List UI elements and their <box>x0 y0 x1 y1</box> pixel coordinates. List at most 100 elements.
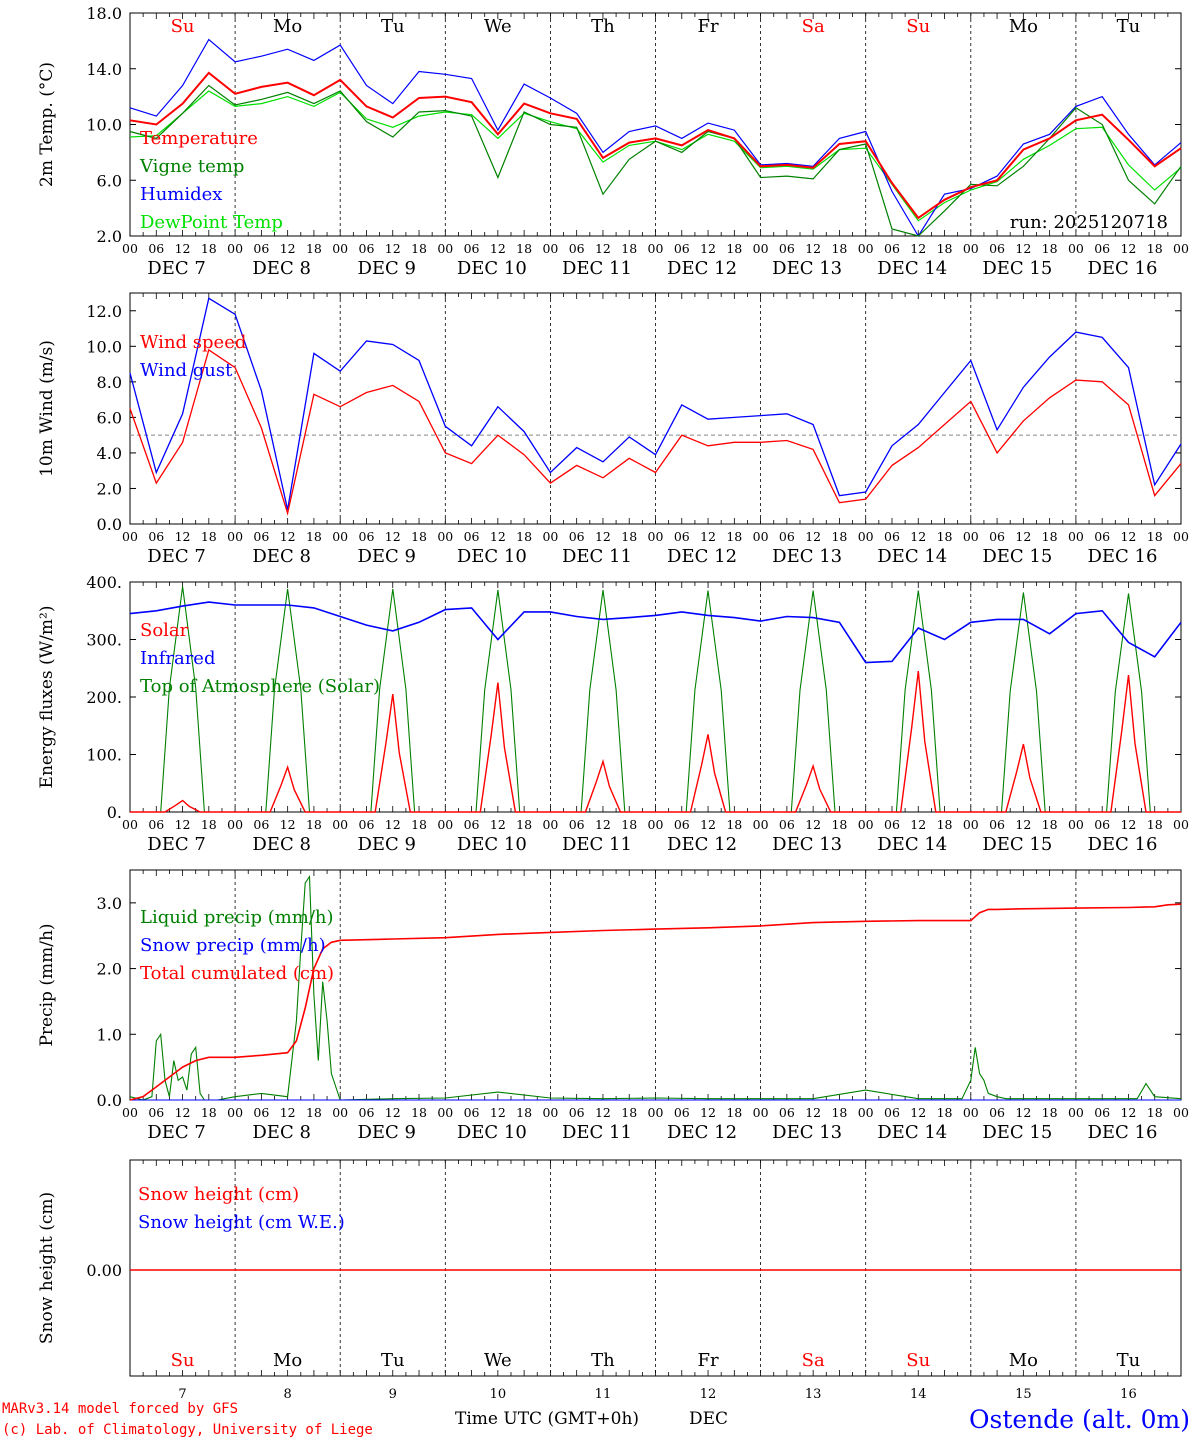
hour-tick-label: 00 <box>542 529 558 544</box>
hour-tick-label: 12 <box>595 817 611 832</box>
run-label: run: 2025120718 <box>1010 212 1168 233</box>
hour-tick-label: 06 <box>464 529 480 544</box>
day-date-label: DEC 14 <box>877 258 947 279</box>
hour-tick-label: 18 <box>1147 241 1163 256</box>
series-line-temperature <box>129 71 1182 220</box>
hour-tick-label: 18 <box>201 529 217 544</box>
hour-tick-label: 06 <box>359 529 375 544</box>
legend-temperature: Temperature <box>140 128 258 149</box>
hour-tick-label: 12 <box>1015 817 1031 832</box>
hour-tick-label: 18 <box>306 241 322 256</box>
y-tick-label: 3.0 <box>97 894 122 913</box>
hour-tick-label: 12 <box>385 241 401 256</box>
legend-infrared: Infrared <box>140 648 215 669</box>
hour-tick-label: 18 <box>411 817 427 832</box>
hour-tick-label: 12 <box>595 241 611 256</box>
legend-wind-speed: Wind speed <box>140 332 246 353</box>
weekday-label: Su <box>906 16 930 37</box>
hour-tick-label: 12 <box>490 1105 506 1120</box>
y-tick-label: 4.0 <box>97 444 122 463</box>
hour-tick-label: 18 <box>306 817 322 832</box>
day-date-label: DEC 13 <box>772 1122 842 1143</box>
hour-tick-label: 06 <box>674 241 690 256</box>
hour-tick-label: 12 <box>175 241 191 256</box>
hour-tick-label: 00 <box>1068 529 1084 544</box>
day-number-label: 14 <box>910 1387 927 1402</box>
series-line-humidex <box>129 38 1182 238</box>
y-tick-label: 10.0 <box>86 116 122 135</box>
day-date-label: DEC 14 <box>877 546 947 567</box>
day-date-label: DEC 8 <box>252 546 311 567</box>
y-tick-label: 0.00 <box>86 1261 122 1280</box>
hour-tick-label: 06 <box>569 1105 585 1120</box>
hour-tick-label: 00 <box>1173 817 1189 832</box>
hour-tick-label: 06 <box>148 529 164 544</box>
weekday-label: Sa <box>802 1350 825 1371</box>
hour-tick-label: 18 <box>621 529 637 544</box>
hour-tick-label: 12 <box>910 241 926 256</box>
hour-tick-label: 06 <box>569 241 585 256</box>
y-tick-label: 18.0 <box>86 4 122 23</box>
legend-solar: Solar <box>140 620 189 641</box>
hour-tick-label: 18 <box>1147 529 1163 544</box>
day-date-label: DEC 11 <box>562 1122 632 1143</box>
weekday-label: We <box>484 1350 512 1371</box>
hour-tick-label: 00 <box>122 817 138 832</box>
hour-tick-label: 12 <box>805 241 821 256</box>
hour-tick-label: 00 <box>858 817 874 832</box>
hour-tick-label: 12 <box>280 1105 296 1120</box>
series-line-liquid-precip <box>129 874 1182 1101</box>
hour-tick-label: 00 <box>437 241 453 256</box>
day-date-label: DEC 15 <box>982 1122 1052 1143</box>
hour-tick-label: 12 <box>490 529 506 544</box>
day-date-label: DEC 12 <box>667 834 737 855</box>
day-date-label: DEC 7 <box>147 834 206 855</box>
day-date-label: DEC 15 <box>982 834 1052 855</box>
hour-tick-label: 00 <box>1173 529 1189 544</box>
copyright-credit: (c) Lab. of Climatology, University of L… <box>2 1422 373 1438</box>
weekday-label: Tu <box>1117 1350 1141 1371</box>
day-date-label: DEC 7 <box>147 258 206 279</box>
hour-tick-label: 00 <box>1068 241 1084 256</box>
hour-tick-label: 00 <box>648 529 664 544</box>
legend-top-of-atmosphere-solar-: Top of Atmosphere (Solar) <box>140 676 380 697</box>
weekday-label: Tu <box>1117 16 1141 37</box>
day-date-label: DEC 9 <box>357 546 416 567</box>
day-date-label: DEC 11 <box>562 834 632 855</box>
hour-tick-label: 00 <box>542 241 558 256</box>
legend-snow-height-cm-: Snow height (cm) <box>138 1184 299 1205</box>
hour-tick-label: 18 <box>726 529 742 544</box>
hour-tick-label: 06 <box>884 817 900 832</box>
hour-tick-label: 06 <box>989 817 1005 832</box>
legend-vigne-temp: Vigne temp <box>139 156 244 177</box>
hour-tick-label: 06 <box>989 241 1005 256</box>
day-date-label: DEC 11 <box>562 546 632 567</box>
panel-energy: 0. 100. 200. 300. 400. Energy fluxes (W/m²) 00… <box>37 573 1189 855</box>
series-line-solar <box>130 671 1181 813</box>
y-tick-label: 0. <box>107 803 122 822</box>
weekday-label: Fr <box>698 1350 719 1371</box>
hour-tick-label: 12 <box>280 817 296 832</box>
hour-tick-label: 12 <box>910 1105 926 1120</box>
panel-precip: 0.0 1.0 2.0 3.0 Precip (mm/h) 00 06 12 18 00 06 12 1… <box>37 869 1189 1143</box>
hour-tick-label: 06 <box>779 817 795 832</box>
hour-tick-label: 00 <box>437 817 453 832</box>
hour-tick-label: 06 <box>569 529 585 544</box>
hour-tick-label: 18 <box>411 241 427 256</box>
hour-tick-label: 00 <box>227 241 243 256</box>
day-date-label: DEC 10 <box>457 258 527 279</box>
panels: 2.06.010.014.018.02m Temp. (°C)00 06 12 18 0… <box>37 4 1189 1402</box>
hour-tick-label: 00 <box>648 817 664 832</box>
weekday-label: Mo <box>273 1350 302 1371</box>
hour-tick-label: 18 <box>937 1105 953 1120</box>
hour-tick-label: 06 <box>884 241 900 256</box>
hour-tick-label: 18 <box>937 529 953 544</box>
legend-humidex: Humidex <box>140 184 222 205</box>
hour-tick-label: 00 <box>332 817 348 832</box>
hour-tick-label: 06 <box>779 529 795 544</box>
hour-tick-label: 18 <box>1042 817 1058 832</box>
day-date-label: DEC 15 <box>982 258 1052 279</box>
hour-tick-label: 00 <box>122 1105 138 1120</box>
hour-tick-label: 12 <box>1015 529 1031 544</box>
y-tick-label: 2.0 <box>97 479 122 498</box>
